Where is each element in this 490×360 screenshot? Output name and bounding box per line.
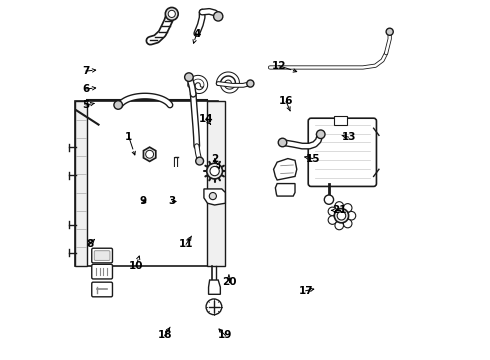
FancyBboxPatch shape [308, 118, 376, 186]
Circle shape [328, 207, 337, 216]
Circle shape [343, 219, 352, 228]
Text: 3: 3 [168, 197, 175, 206]
Circle shape [196, 157, 203, 165]
Polygon shape [273, 158, 297, 180]
FancyBboxPatch shape [92, 248, 113, 263]
Text: 16: 16 [279, 96, 294, 107]
Circle shape [328, 216, 337, 224]
Text: 18: 18 [157, 330, 172, 341]
Circle shape [324, 195, 334, 204]
Circle shape [165, 8, 178, 20]
Text: 11: 11 [179, 239, 194, 249]
Text: 1: 1 [125, 132, 132, 142]
Circle shape [343, 204, 352, 212]
Text: 10: 10 [129, 261, 143, 271]
Circle shape [334, 208, 348, 223]
Circle shape [206, 299, 222, 315]
Polygon shape [204, 189, 225, 205]
Bar [75, 102, 218, 266]
Text: 14: 14 [198, 114, 213, 124]
Circle shape [207, 163, 222, 179]
Circle shape [214, 12, 223, 21]
FancyBboxPatch shape [94, 251, 110, 260]
Bar [334, 116, 347, 125]
Text: 6: 6 [82, 84, 90, 94]
Text: 21: 21 [332, 205, 347, 215]
Text: 7: 7 [82, 66, 90, 76]
Circle shape [335, 202, 343, 210]
Circle shape [317, 130, 325, 139]
Circle shape [168, 10, 175, 18]
Bar [75, 102, 218, 265]
Circle shape [185, 73, 193, 81]
FancyBboxPatch shape [92, 264, 113, 279]
Polygon shape [144, 147, 156, 161]
Circle shape [335, 221, 343, 230]
Bar [207, 102, 225, 266]
Polygon shape [275, 184, 295, 196]
Text: 2: 2 [211, 154, 218, 163]
Circle shape [209, 193, 217, 200]
Circle shape [337, 211, 346, 220]
Bar [75, 102, 87, 266]
Text: 15: 15 [306, 154, 320, 163]
Text: 20: 20 [221, 277, 236, 287]
FancyBboxPatch shape [92, 282, 113, 297]
Text: 13: 13 [342, 132, 356, 142]
Circle shape [114, 101, 122, 109]
Text: 5: 5 [82, 100, 90, 110]
Polygon shape [209, 280, 221, 294]
Text: 8: 8 [86, 239, 93, 249]
Text: 17: 17 [298, 286, 313, 296]
Circle shape [347, 211, 356, 220]
Text: 4: 4 [193, 28, 200, 39]
Bar [207, 102, 225, 265]
Text: 12: 12 [271, 61, 286, 71]
Circle shape [146, 150, 153, 158]
Circle shape [386, 28, 393, 35]
Circle shape [247, 80, 254, 87]
Circle shape [278, 138, 287, 147]
Text: 9: 9 [140, 197, 147, 206]
Text: 19: 19 [218, 330, 233, 341]
Circle shape [210, 166, 220, 176]
